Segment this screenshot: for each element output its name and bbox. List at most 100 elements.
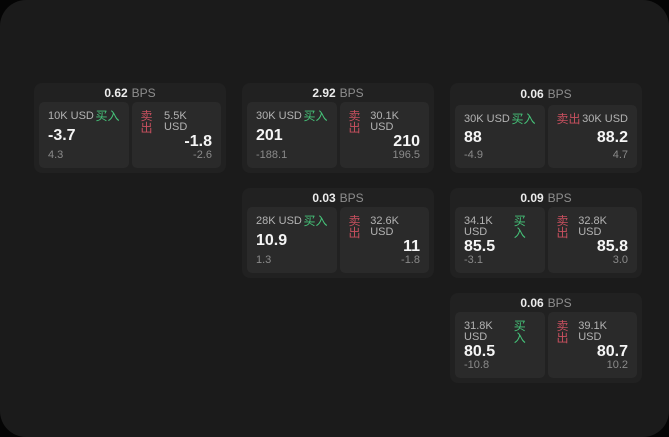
sell-notional-label: 39.1K USD bbox=[578, 320, 607, 343]
buy-notional-label: 10K USD bbox=[48, 109, 94, 122]
quote-card-grid: 0.62 BPS 10K USD 买入 -3.7 4.3 卖出 5.5K USD… bbox=[34, 83, 642, 383]
quote-card: 0.03 BPS 28K USD 买入 10.9 1.3 卖出 32.6K US… bbox=[242, 188, 434, 278]
buy-notional-label: 28K USD bbox=[256, 214, 302, 227]
buy-panel[interactable]: 28K USD 买入 10.9 1.3 bbox=[247, 207, 337, 273]
buy-panel[interactable]: 10K USD 买入 -3.7 4.3 bbox=[39, 102, 129, 168]
quote-panels: 28K USD 买入 10.9 1.3 卖出 32.6K USD 11 -1.8 bbox=[242, 207, 434, 278]
sell-price-value: 210 bbox=[393, 133, 420, 150]
quote-panels: 30K USD 买入 88 -4.9 卖出 30K USD 88.2 4.7 bbox=[450, 105, 642, 173]
sell-delta-value: 10.2 bbox=[606, 359, 628, 371]
buy-delta-value: -188.1 bbox=[256, 149, 288, 161]
buy-delta-value: -10.8 bbox=[464, 359, 490, 371]
bps-unit-label: BPS bbox=[547, 295, 572, 310]
buy-price-value: 10.9 bbox=[256, 232, 288, 249]
bps-header: 0.03 BPS bbox=[242, 188, 434, 207]
bps-unit-label: BPS bbox=[547, 87, 572, 101]
sell-panel[interactable]: 卖出 5.5K USD -1.8 -2.6 bbox=[131, 102, 221, 168]
buy-panel-top: 10K USD 买入 bbox=[48, 110, 120, 122]
sell-tag: 卖出 bbox=[348, 214, 361, 240]
bps-value: 0.03 bbox=[312, 190, 336, 205]
sell-delta-value: 3.0 bbox=[612, 254, 628, 266]
bps-header: 0.06 BPS bbox=[450, 293, 642, 312]
bps-value: 0.06 bbox=[520, 295, 544, 310]
sell-panel[interactable]: 卖出 32.6K USD 11 -1.8 bbox=[339, 207, 429, 273]
buy-price-value: 201 bbox=[256, 127, 283, 144]
sell-tag: 卖出 bbox=[348, 109, 361, 135]
buy-delta-value: 4.3 bbox=[48, 149, 64, 161]
sell-notional-label: 32.6K USD bbox=[370, 215, 399, 238]
bps-value: 0.09 bbox=[520, 190, 544, 205]
buy-panel-top: 28K USD 买入 bbox=[256, 215, 328, 227]
sell-delta-value: 196.5 bbox=[392, 149, 420, 161]
buy-panel-top: 30K USD 买入 bbox=[464, 113, 536, 125]
sell-panel-top: 卖出 39.1K USD bbox=[557, 320, 629, 344]
sell-delta-value: -1.8 bbox=[401, 254, 420, 266]
buy-tag: 买入 bbox=[95, 109, 120, 123]
sell-delta-value: -2.6 bbox=[193, 149, 212, 161]
bps-value: 0.06 bbox=[520, 87, 544, 101]
quote-card: 0.06 BPS 31.8K USD 买入 80.5 -10.8 卖出 39.1… bbox=[450, 293, 642, 383]
sell-panel[interactable]: 卖出 39.1K USD 80.7 10.2 bbox=[547, 312, 637, 378]
sell-panel[interactable]: 卖出 30.1K USD 210 196.5 bbox=[339, 102, 429, 168]
buy-price-value: 80.5 bbox=[464, 343, 496, 360]
bps-unit-label: BPS bbox=[339, 190, 364, 205]
sell-panel[interactable]: 卖出 30K USD 88.2 4.7 bbox=[547, 105, 637, 168]
buy-panel-top: 30K USD 买入 bbox=[256, 110, 328, 122]
quote-card: 0.62 BPS 10K USD 买入 -3.7 4.3 卖出 5.5K USD… bbox=[34, 83, 226, 173]
bps-header: 0.09 BPS bbox=[450, 188, 642, 207]
buy-tag: 买入 bbox=[513, 319, 526, 345]
buy-panel[interactable]: 31.8K USD 买入 80.5 -10.8 bbox=[455, 312, 545, 378]
buy-panel[interactable]: 34.1K USD 买入 85.5 -3.1 bbox=[455, 207, 545, 273]
buy-tag: 买入 bbox=[511, 112, 536, 126]
quote-panels: 30K USD 买入 201 -188.1 卖出 30.1K USD 210 1… bbox=[242, 102, 434, 173]
sell-notional-label: 32.8K USD bbox=[578, 215, 607, 238]
sell-tag: 卖出 bbox=[140, 109, 153, 135]
quote-card: 2.92 BPS 30K USD 买入 201 -188.1 卖出 30.1K … bbox=[242, 83, 434, 173]
bps-value: 0.62 bbox=[104, 85, 128, 100]
sell-panel-top: 卖出 30K USD bbox=[557, 113, 629, 125]
bps-unit-label: BPS bbox=[339, 85, 364, 100]
bps-unit-label: BPS bbox=[131, 85, 156, 100]
sell-notional-label: 5.5K USD bbox=[164, 110, 188, 133]
sell-panel-top: 卖出 30.1K USD bbox=[349, 110, 421, 134]
sell-tag: 卖出 bbox=[556, 214, 569, 240]
buy-notional-label: 30K USD bbox=[464, 112, 510, 125]
quote-card: 0.09 BPS 34.1K USD 买入 85.5 -3.1 卖出 32.8K… bbox=[450, 188, 642, 278]
buy-price-value: -3.7 bbox=[48, 127, 76, 144]
bps-unit-label: BPS bbox=[547, 190, 572, 205]
sell-notional-label: 30.1K USD bbox=[370, 110, 399, 133]
buy-price-value: 85.5 bbox=[464, 238, 496, 255]
sell-price-value: 85.8 bbox=[596, 238, 628, 255]
sell-tag: 卖出 bbox=[556, 319, 569, 345]
sell-panel-top: 卖出 5.5K USD bbox=[141, 110, 213, 134]
buy-panel[interactable]: 30K USD 买入 201 -188.1 bbox=[247, 102, 337, 168]
sell-notional-label: 30K USD bbox=[582, 112, 628, 125]
sell-price-value: 88.2 bbox=[596, 128, 628, 146]
sell-price-value: -1.8 bbox=[184, 133, 212, 150]
sell-delta-value: 4.7 bbox=[612, 149, 628, 161]
buy-notional-label: 34.1K USD bbox=[464, 215, 493, 238]
bps-header: 0.06 BPS bbox=[450, 83, 642, 105]
sell-tag: 卖出 bbox=[556, 112, 581, 126]
buy-panel-top: 34.1K USD 买入 bbox=[464, 215, 536, 239]
bps-value: 2.92 bbox=[312, 85, 336, 100]
quote-panels: 10K USD 买入 -3.7 4.3 卖出 5.5K USD -1.8 -2.… bbox=[34, 102, 226, 173]
buy-notional-label: 30K USD bbox=[256, 109, 302, 122]
buy-tag: 买入 bbox=[513, 214, 526, 240]
quote-panels: 31.8K USD 买入 80.5 -10.8 卖出 39.1K USD 80.… bbox=[450, 312, 642, 383]
sell-panel-top: 卖出 32.6K USD bbox=[349, 215, 421, 239]
buy-panel-top: 31.8K USD 买入 bbox=[464, 320, 536, 344]
buy-panel[interactable]: 30K USD 买入 88 -4.9 bbox=[455, 105, 545, 168]
buy-tag: 买入 bbox=[303, 214, 328, 228]
quote-panels: 34.1K USD 买入 85.5 -3.1 卖出 32.8K USD 85.8… bbox=[450, 207, 642, 278]
sell-price-value: 80.7 bbox=[596, 343, 628, 360]
bps-header: 0.62 BPS bbox=[34, 83, 226, 102]
buy-tag: 买入 bbox=[303, 109, 328, 123]
buy-notional-label: 31.8K USD bbox=[464, 320, 493, 343]
bps-header: 2.92 BPS bbox=[242, 83, 434, 102]
buy-delta-value: -3.1 bbox=[464, 254, 483, 266]
quote-card: 0.06 BPS 30K USD 买入 88 -4.9 卖出 30K USD 8… bbox=[450, 83, 642, 173]
sell-panel-top: 卖出 32.8K USD bbox=[557, 215, 629, 239]
sell-price-value: 11 bbox=[403, 238, 420, 255]
sell-panel[interactable]: 卖出 32.8K USD 85.8 3.0 bbox=[547, 207, 637, 273]
